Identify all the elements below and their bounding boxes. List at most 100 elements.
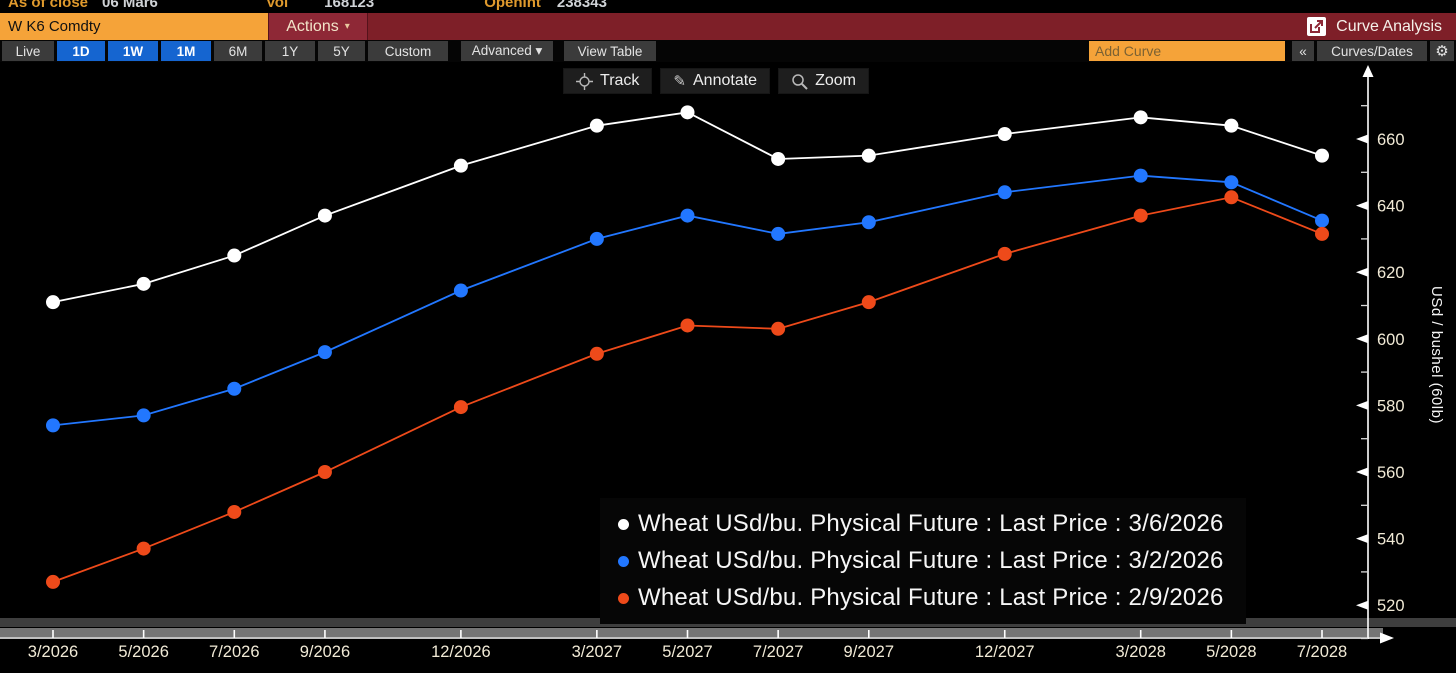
data-point[interactable] [1133, 168, 1148, 183]
ticker-row: As of close 06 Mar6 Vol 168123 OpenInt 2… [0, 0, 1456, 13]
chart-legend: Wheat USd/bu. Physical Future : Last Pri… [600, 498, 1246, 624]
tab-advanced[interactable]: Advanced ▾ [461, 41, 553, 61]
data-point[interactable] [771, 151, 786, 166]
actions-button[interactable]: Actions ▾ [268, 13, 368, 40]
data-point[interactable] [1224, 175, 1239, 190]
vol-label: Vol [265, 0, 289, 11]
data-point[interactable] [589, 231, 604, 246]
x-tick-label: 5/2028 [1206, 643, 1256, 661]
data-point[interactable] [317, 208, 332, 223]
page-title: Curve Analysis [1336, 17, 1442, 35]
openint-label: OpenInt [484, 0, 541, 11]
pencil-icon: ✎ [673, 73, 687, 90]
x-tick-label: 7/2026 [209, 643, 259, 661]
data-point[interactable] [46, 418, 60, 433]
data-point[interactable] [1133, 110, 1148, 125]
data-point[interactable] [136, 541, 151, 556]
data-point[interactable] [997, 246, 1012, 261]
tab-1y[interactable]: 1Y [265, 41, 315, 61]
data-point[interactable] [861, 148, 876, 163]
x-tick-label: 5/2026 [118, 643, 168, 661]
as-of-close-value: 06 Mar6 [102, 0, 158, 11]
series-line [52, 111, 1323, 304]
data-point[interactable] [589, 346, 604, 361]
annotate-label: Annotate [693, 72, 758, 89]
data-point[interactable] [680, 208, 695, 223]
legend-item[interactable]: Wheat USd/bu. Physical Future : Last Pri… [618, 584, 1224, 612]
tab-custom[interactable]: Custom [368, 41, 448, 61]
data-point[interactable] [997, 185, 1012, 200]
x-tick-label: 3/2028 [1115, 643, 1165, 661]
add-curve-input[interactable] [1089, 41, 1285, 61]
x-tick-label: 12/2026 [431, 643, 491, 661]
series-0[interactable] [46, 105, 1329, 310]
annotate-button[interactable]: ✎ Annotate [660, 68, 771, 94]
export-icon[interactable] [1307, 17, 1327, 36]
tab-bar: Live 1D 1W 1M 6M 1Y 5Y Custom Advanced ▾… [0, 40, 1456, 62]
y-tick-label: 620 [1377, 264, 1405, 282]
data-point[interactable] [1315, 213, 1329, 228]
data-point[interactable] [861, 295, 876, 310]
gear-icon[interactable]: ⚙ [1430, 41, 1454, 61]
tab-live[interactable]: Live [2, 41, 54, 61]
data-point[interactable] [1315, 148, 1329, 163]
tab-6m[interactable]: 6M [214, 41, 262, 61]
legend-dot-white [618, 518, 629, 530]
series-1[interactable] [46, 168, 1329, 433]
curves-dates-button[interactable]: Curves/Dates [1317, 41, 1427, 61]
y-axis-title: USd / bushel (60lb) [1428, 286, 1445, 424]
data-point[interactable] [1133, 208, 1148, 223]
data-point[interactable] [453, 283, 468, 298]
track-button[interactable]: Track [563, 68, 653, 94]
zoom-label: Zoom [815, 72, 856, 89]
y-tick-label: 520 [1377, 597, 1405, 615]
data-point[interactable] [589, 118, 604, 133]
data-point[interactable] [317, 345, 332, 360]
x-tick-label: 5/2027 [662, 643, 712, 661]
legend-item[interactable]: Wheat USd/bu. Physical Future : Last Pri… [618, 547, 1224, 575]
x-tick-label: 7/2028 [1297, 643, 1347, 661]
data-point[interactable] [453, 158, 468, 173]
titlebar-spacer [368, 13, 1307, 40]
data-point[interactable] [136, 276, 151, 291]
x-tick-label: 12/2027 [975, 643, 1035, 661]
futures-curve-chart[interactable]: 3/2026 5/2026 7/2026 9/2026 12/2026 3/2027 5/2… [0, 62, 1456, 673]
data-point[interactable] [680, 318, 695, 333]
data-point[interactable] [317, 465, 332, 479]
y-axis: 520 540 560 580 600 620 640 660 USd / bushel (60… [1356, 65, 1445, 640]
security-input[interactable] [0, 13, 268, 40]
data-point[interactable] [771, 321, 786, 336]
y-tick-label: 540 [1377, 531, 1405, 549]
zoom-button[interactable]: Zoom [778, 68, 869, 94]
legend-dot-orange [618, 592, 629, 604]
data-point[interactable] [46, 574, 60, 589]
collapse-button[interactable]: « [1292, 41, 1314, 61]
data-point[interactable] [997, 127, 1012, 142]
data-point[interactable] [227, 381, 242, 396]
tab-1d[interactable]: 1D [57, 41, 105, 61]
series-2[interactable] [46, 190, 1329, 589]
data-point[interactable] [227, 248, 242, 263]
tab-1w[interactable]: 1W [108, 41, 158, 61]
data-point[interactable] [771, 226, 786, 241]
data-point[interactable] [861, 215, 876, 230]
data-point[interactable] [136, 408, 151, 423]
tab-5y[interactable]: 5Y [318, 41, 365, 61]
tab-1m[interactable]: 1M [161, 41, 211, 61]
data-point[interactable] [227, 504, 242, 519]
data-point[interactable] [453, 400, 468, 415]
y-tick-label: 560 [1377, 464, 1405, 482]
data-point[interactable] [1224, 190, 1239, 205]
magnifier-icon [792, 73, 808, 90]
data-point[interactable] [1224, 118, 1239, 133]
data-point[interactable] [46, 295, 60, 310]
data-point[interactable] [1315, 226, 1329, 241]
tab-view-table[interactable]: View Table [564, 41, 656, 61]
data-point[interactable] [680, 105, 695, 120]
legend-item[interactable]: Wheat USd/bu. Physical Future : Last Pri… [618, 510, 1224, 538]
legend-label: Wheat USd/bu. Physical Future : Last Pri… [638, 547, 1224, 574]
x-axis: 3/2026 5/2026 7/2026 9/2026 12/2026 3/2027 5/2… [0, 630, 1394, 661]
y-tick-label: 600 [1377, 331, 1405, 349]
as-of-close-label: As of close [8, 0, 89, 11]
legend-dot-blue [618, 555, 629, 567]
